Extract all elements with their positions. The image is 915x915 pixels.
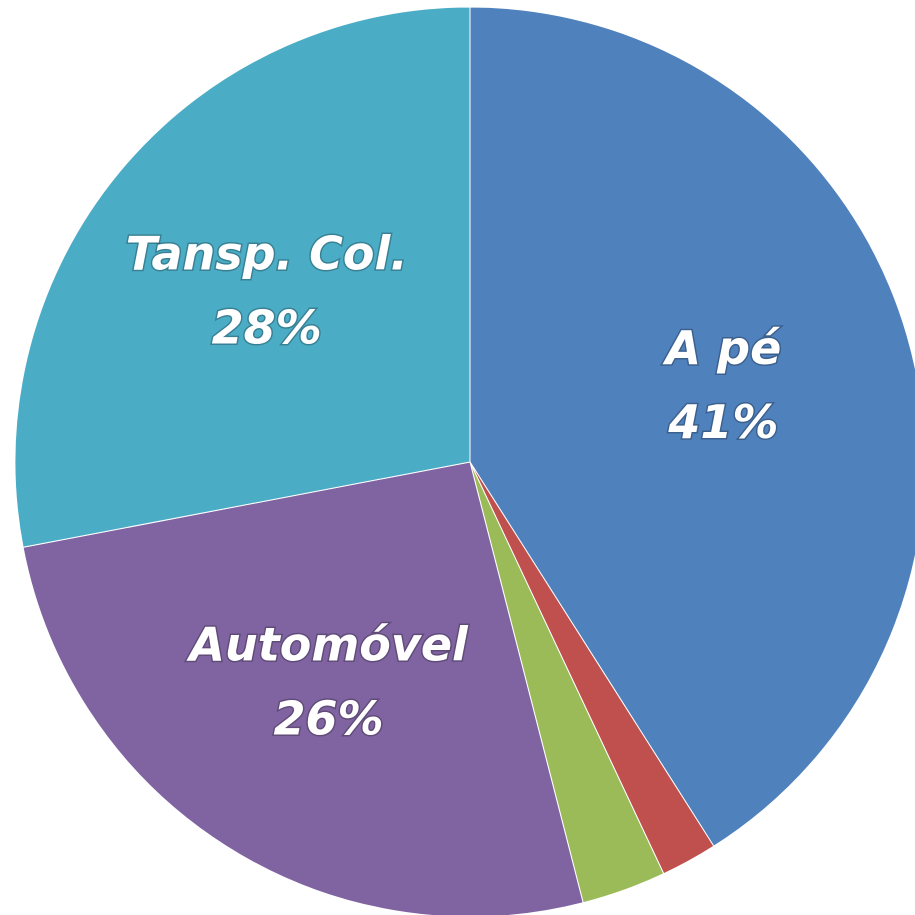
slice-label: Tansp. Col. [126,226,408,280]
slice-value-label: 41% [667,395,778,449]
slice-label: A pé [663,321,782,375]
slice-value-label: 26% [274,691,384,745]
slice-value-label: 28% [212,300,322,354]
pie-slice [22,461,584,915]
slice-label: Automóvel [186,617,469,671]
pie-slice [14,6,471,548]
